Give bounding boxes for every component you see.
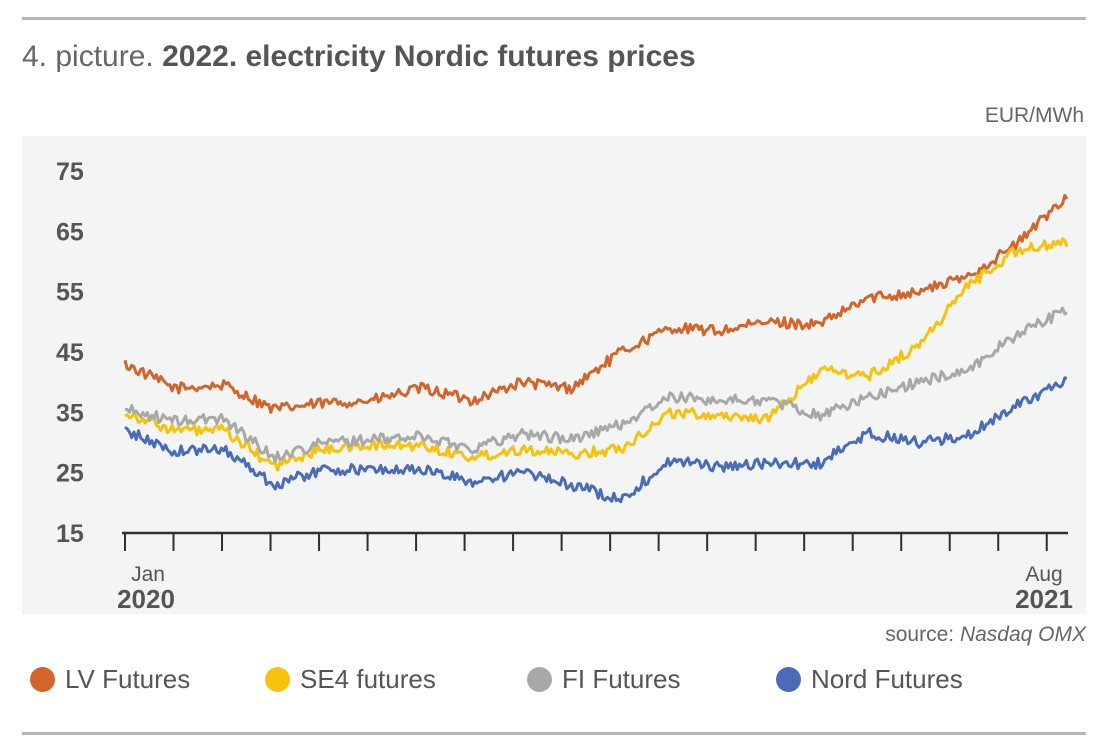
series-line-1 [124, 237, 1069, 472]
legend-label: LV Futures [65, 664, 191, 694]
title-bold: 2022. electricity Nordic futures prices [162, 40, 696, 73]
x-label-end-year: 2021 [1015, 584, 1073, 614]
legend-item: LV Futures [30, 664, 190, 695]
legend-swatch [776, 667, 801, 692]
chart-panel [22, 136, 1086, 614]
legend-swatch [30, 667, 55, 692]
legend-item: SE4 futures [265, 664, 436, 695]
y-tick-label: 55 [56, 279, 84, 307]
page-title: 4. picture. 2022. electricity Nordic fut… [22, 40, 696, 74]
y-tick-label: 35 [56, 399, 84, 427]
series-line-3 [124, 376, 1068, 504]
y-tick-label: 45 [56, 339, 84, 367]
unit-label: EUR/MWh [984, 104, 1084, 127]
x-label-end-month: Aug [1025, 563, 1062, 586]
y-tick-label: 65 [56, 218, 84, 246]
bottom-rule [22, 732, 1086, 735]
legend-label: Nord Futures [811, 664, 963, 694]
source-name: Nasdaq OMX [959, 623, 1086, 646]
x-label-start-month: Jan [131, 563, 165, 586]
legend-label: SE4 futures [300, 664, 436, 694]
series-line-0 [123, 193, 1069, 414]
source-note: source: Nasdaq OMX [885, 623, 1086, 647]
legend-swatch [265, 667, 290, 692]
legend-swatch [527, 667, 552, 692]
legend-item: Nord Futures [776, 664, 963, 695]
series-line-2 [124, 306, 1068, 464]
legend-item: FI Futures [527, 664, 680, 695]
top-rule [22, 17, 1086, 20]
y-tick-label: 15 [56, 520, 84, 548]
source-label: source: [885, 623, 955, 646]
y-tick-label: 75 [56, 158, 84, 186]
chart-legend: LV Futures SE4 futures FI Futures Nord Futu… [22, 664, 1086, 700]
title-prefix: 4. picture. [22, 40, 154, 73]
x-label-start-year: 2020 [117, 584, 175, 614]
legend-label: FI Futures [562, 664, 681, 694]
y-tick-label: 25 [56, 460, 84, 488]
